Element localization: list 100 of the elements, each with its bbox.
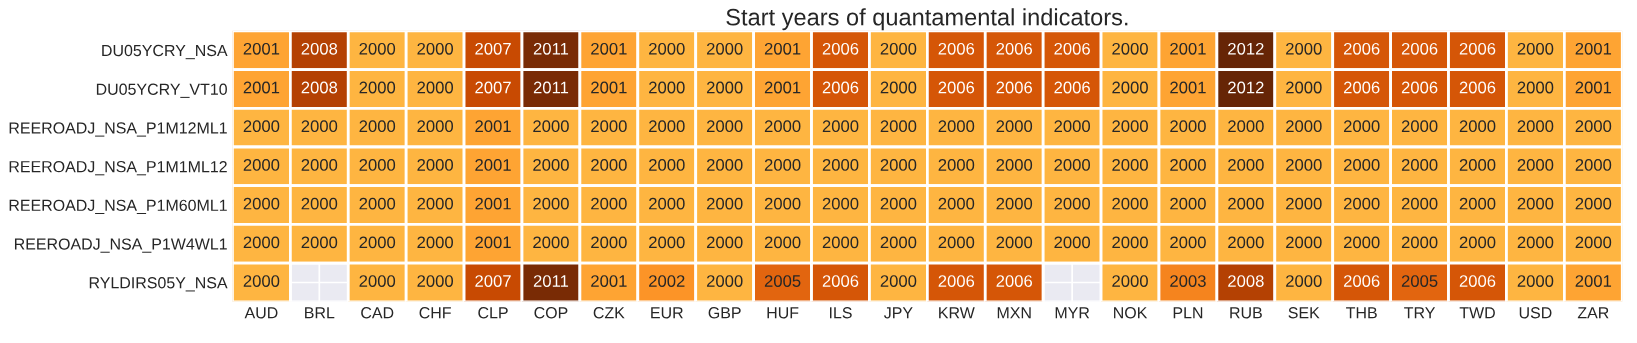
- data-label: 2000: [822, 120, 859, 133]
- data-label: 2000: [649, 159, 685, 171]
- x-tick-label: TWD: [1459, 307, 1495, 319]
- data-label: 2000: [417, 197, 454, 210]
- data-label: 2000: [243, 159, 280, 171]
- data-label: 2000: [243, 275, 280, 287]
- data-label: 2001: [1575, 42, 1612, 55]
- data-label: 2000: [1112, 42, 1148, 55]
- data-label: 2000: [1286, 275, 1322, 287]
- data-label: 2000: [1343, 236, 1380, 249]
- x-tick-label: PLN: [1173, 307, 1203, 319]
- data-label: 2000: [591, 159, 627, 171]
- data-label: 2000: [533, 197, 569, 210]
- data-label: 2000: [533, 236, 569, 249]
- data-label: 2000: [1112, 236, 1148, 249]
- data-label: 2001: [764, 81, 801, 94]
- data-label: 2000: [1459, 159, 1496, 171]
- data-label: 2000: [243, 120, 280, 133]
- data-label: 2000: [1286, 42, 1322, 55]
- data-label: 2000: [1517, 159, 1554, 171]
- x-tick-label: MYR: [1055, 307, 1090, 319]
- data-label: 2000: [938, 236, 975, 249]
- data-label: 2000: [1286, 120, 1322, 133]
- data-label: 2006: [1459, 275, 1496, 287]
- data-label: 2000: [1228, 236, 1264, 249]
- x-tick-label: MXN: [997, 307, 1031, 319]
- data-label: 2000: [1112, 120, 1148, 133]
- data-label: 2000: [591, 120, 627, 133]
- data-label: 2001: [475, 197, 511, 210]
- data-label: 2008: [301, 42, 338, 55]
- data-label: 2000: [533, 159, 569, 171]
- data-label: 2000: [1343, 159, 1380, 171]
- data-label: 2000: [1170, 120, 1206, 133]
- x-tick-label: USD: [1519, 307, 1552, 319]
- data-label: 2000: [706, 81, 743, 94]
- y-tick-label: DU05YCRY_VT10: [96, 83, 227, 98]
- data-label: 2000: [1286, 81, 1322, 94]
- data-label: 2000: [649, 42, 685, 55]
- data-label: 2000: [1517, 197, 1554, 210]
- data-label: 2000: [1575, 197, 1612, 210]
- data-label: 2011: [533, 81, 569, 94]
- x-tick-label: KRW: [939, 307, 975, 319]
- data-label: 2000: [359, 120, 396, 133]
- data-label: 2007: [475, 275, 511, 287]
- data-label: 2000: [822, 159, 859, 171]
- x-tick-label: AUD: [244, 307, 278, 319]
- data-label: 2012: [1228, 42, 1264, 55]
- data-label: 2000: [1228, 159, 1264, 171]
- data-label: 2000: [301, 159, 338, 171]
- data-label: 2000: [822, 197, 859, 210]
- x-tick-label: HUF: [767, 307, 799, 319]
- data-label: 2000: [938, 120, 975, 133]
- data-label: 2000: [591, 197, 627, 210]
- data-label: 2006: [1054, 81, 1090, 94]
- data-label: 2008: [301, 81, 338, 94]
- data-label: 2001: [1170, 42, 1206, 55]
- data-label: 2000: [1112, 159, 1148, 171]
- data-label: 2000: [301, 120, 338, 133]
- data-label: 2008: [1228, 275, 1264, 287]
- x-tick-label: COP: [534, 307, 568, 319]
- data-label: 2000: [301, 236, 338, 249]
- data-label: 2006: [1343, 275, 1380, 287]
- data-label: 2006: [938, 275, 975, 287]
- data-label: 2001: [764, 42, 801, 55]
- data-label: 2000: [1170, 197, 1206, 210]
- data-label: 2000: [996, 197, 1033, 210]
- data-label: 2000: [301, 197, 338, 210]
- data-label: 2000: [880, 120, 917, 133]
- x-tick-label: BRL: [305, 307, 335, 319]
- x-tick-label: CLP: [478, 307, 508, 319]
- data-label: 2000: [591, 236, 627, 249]
- x-tick-label: ILS: [829, 307, 852, 319]
- data-label: 2003: [1170, 275, 1206, 287]
- data-label: 2005: [1401, 275, 1438, 287]
- y-tick-label: REEROADJ_NSA_P1W4WL1: [14, 238, 227, 253]
- data-label: 2000: [1575, 120, 1612, 133]
- x-tick-label: CAD: [361, 307, 394, 319]
- data-label: 2000: [1575, 236, 1612, 249]
- data-label: 2000: [1170, 236, 1206, 249]
- data-label: 2000: [417, 120, 454, 133]
- data-label: 2000: [1054, 120, 1091, 133]
- data-label: 2000: [938, 197, 975, 210]
- data-label: 2001: [243, 42, 280, 55]
- x-tick-label: EUR: [651, 307, 683, 319]
- data-label: 2000: [996, 159, 1033, 171]
- data-label: 2007: [475, 42, 511, 55]
- data-label: 2000: [359, 236, 396, 249]
- data-label: 2006: [822, 81, 859, 94]
- data-label: 2000: [1517, 236, 1554, 249]
- data-label: 2001: [475, 120, 511, 133]
- data-label: 2000: [649, 197, 685, 210]
- data-label: 2000: [1401, 236, 1438, 249]
- data-label: 2000: [1112, 197, 1148, 210]
- data-label: 2000: [1286, 197, 1322, 210]
- data-label: 2000: [1170, 159, 1206, 171]
- data-label: 2001: [591, 42, 627, 55]
- data-label: 2000: [417, 42, 454, 55]
- data-label: 2000: [533, 120, 569, 133]
- data-label: 2000: [706, 120, 743, 133]
- data-label: 2006: [822, 275, 859, 287]
